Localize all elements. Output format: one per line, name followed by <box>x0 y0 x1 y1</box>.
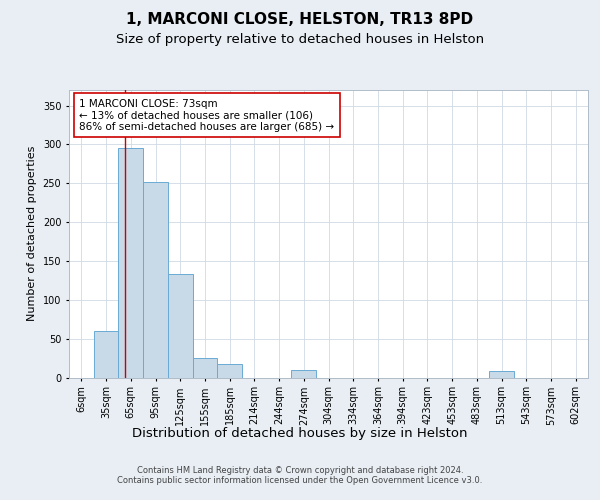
Bar <box>489 372 514 378</box>
Bar <box>118 148 143 378</box>
Text: Contains HM Land Registry data © Crown copyright and database right 2024.
Contai: Contains HM Land Registry data © Crown c… <box>118 466 482 485</box>
Text: 1 MARCONI CLOSE: 73sqm
← 13% of detached houses are smaller (106)
86% of semi-de: 1 MARCONI CLOSE: 73sqm ← 13% of detached… <box>79 98 335 132</box>
Bar <box>143 182 168 378</box>
Bar <box>168 274 193 378</box>
Bar <box>292 370 316 378</box>
Text: Distribution of detached houses by size in Helston: Distribution of detached houses by size … <box>132 428 468 440</box>
Y-axis label: Number of detached properties: Number of detached properties <box>27 146 37 322</box>
Text: 1, MARCONI CLOSE, HELSTON, TR13 8PD: 1, MARCONI CLOSE, HELSTON, TR13 8PD <box>127 12 473 28</box>
Bar <box>193 358 217 378</box>
Text: Size of property relative to detached houses in Helston: Size of property relative to detached ho… <box>116 32 484 46</box>
Bar <box>217 364 242 378</box>
Bar <box>94 331 118 378</box>
